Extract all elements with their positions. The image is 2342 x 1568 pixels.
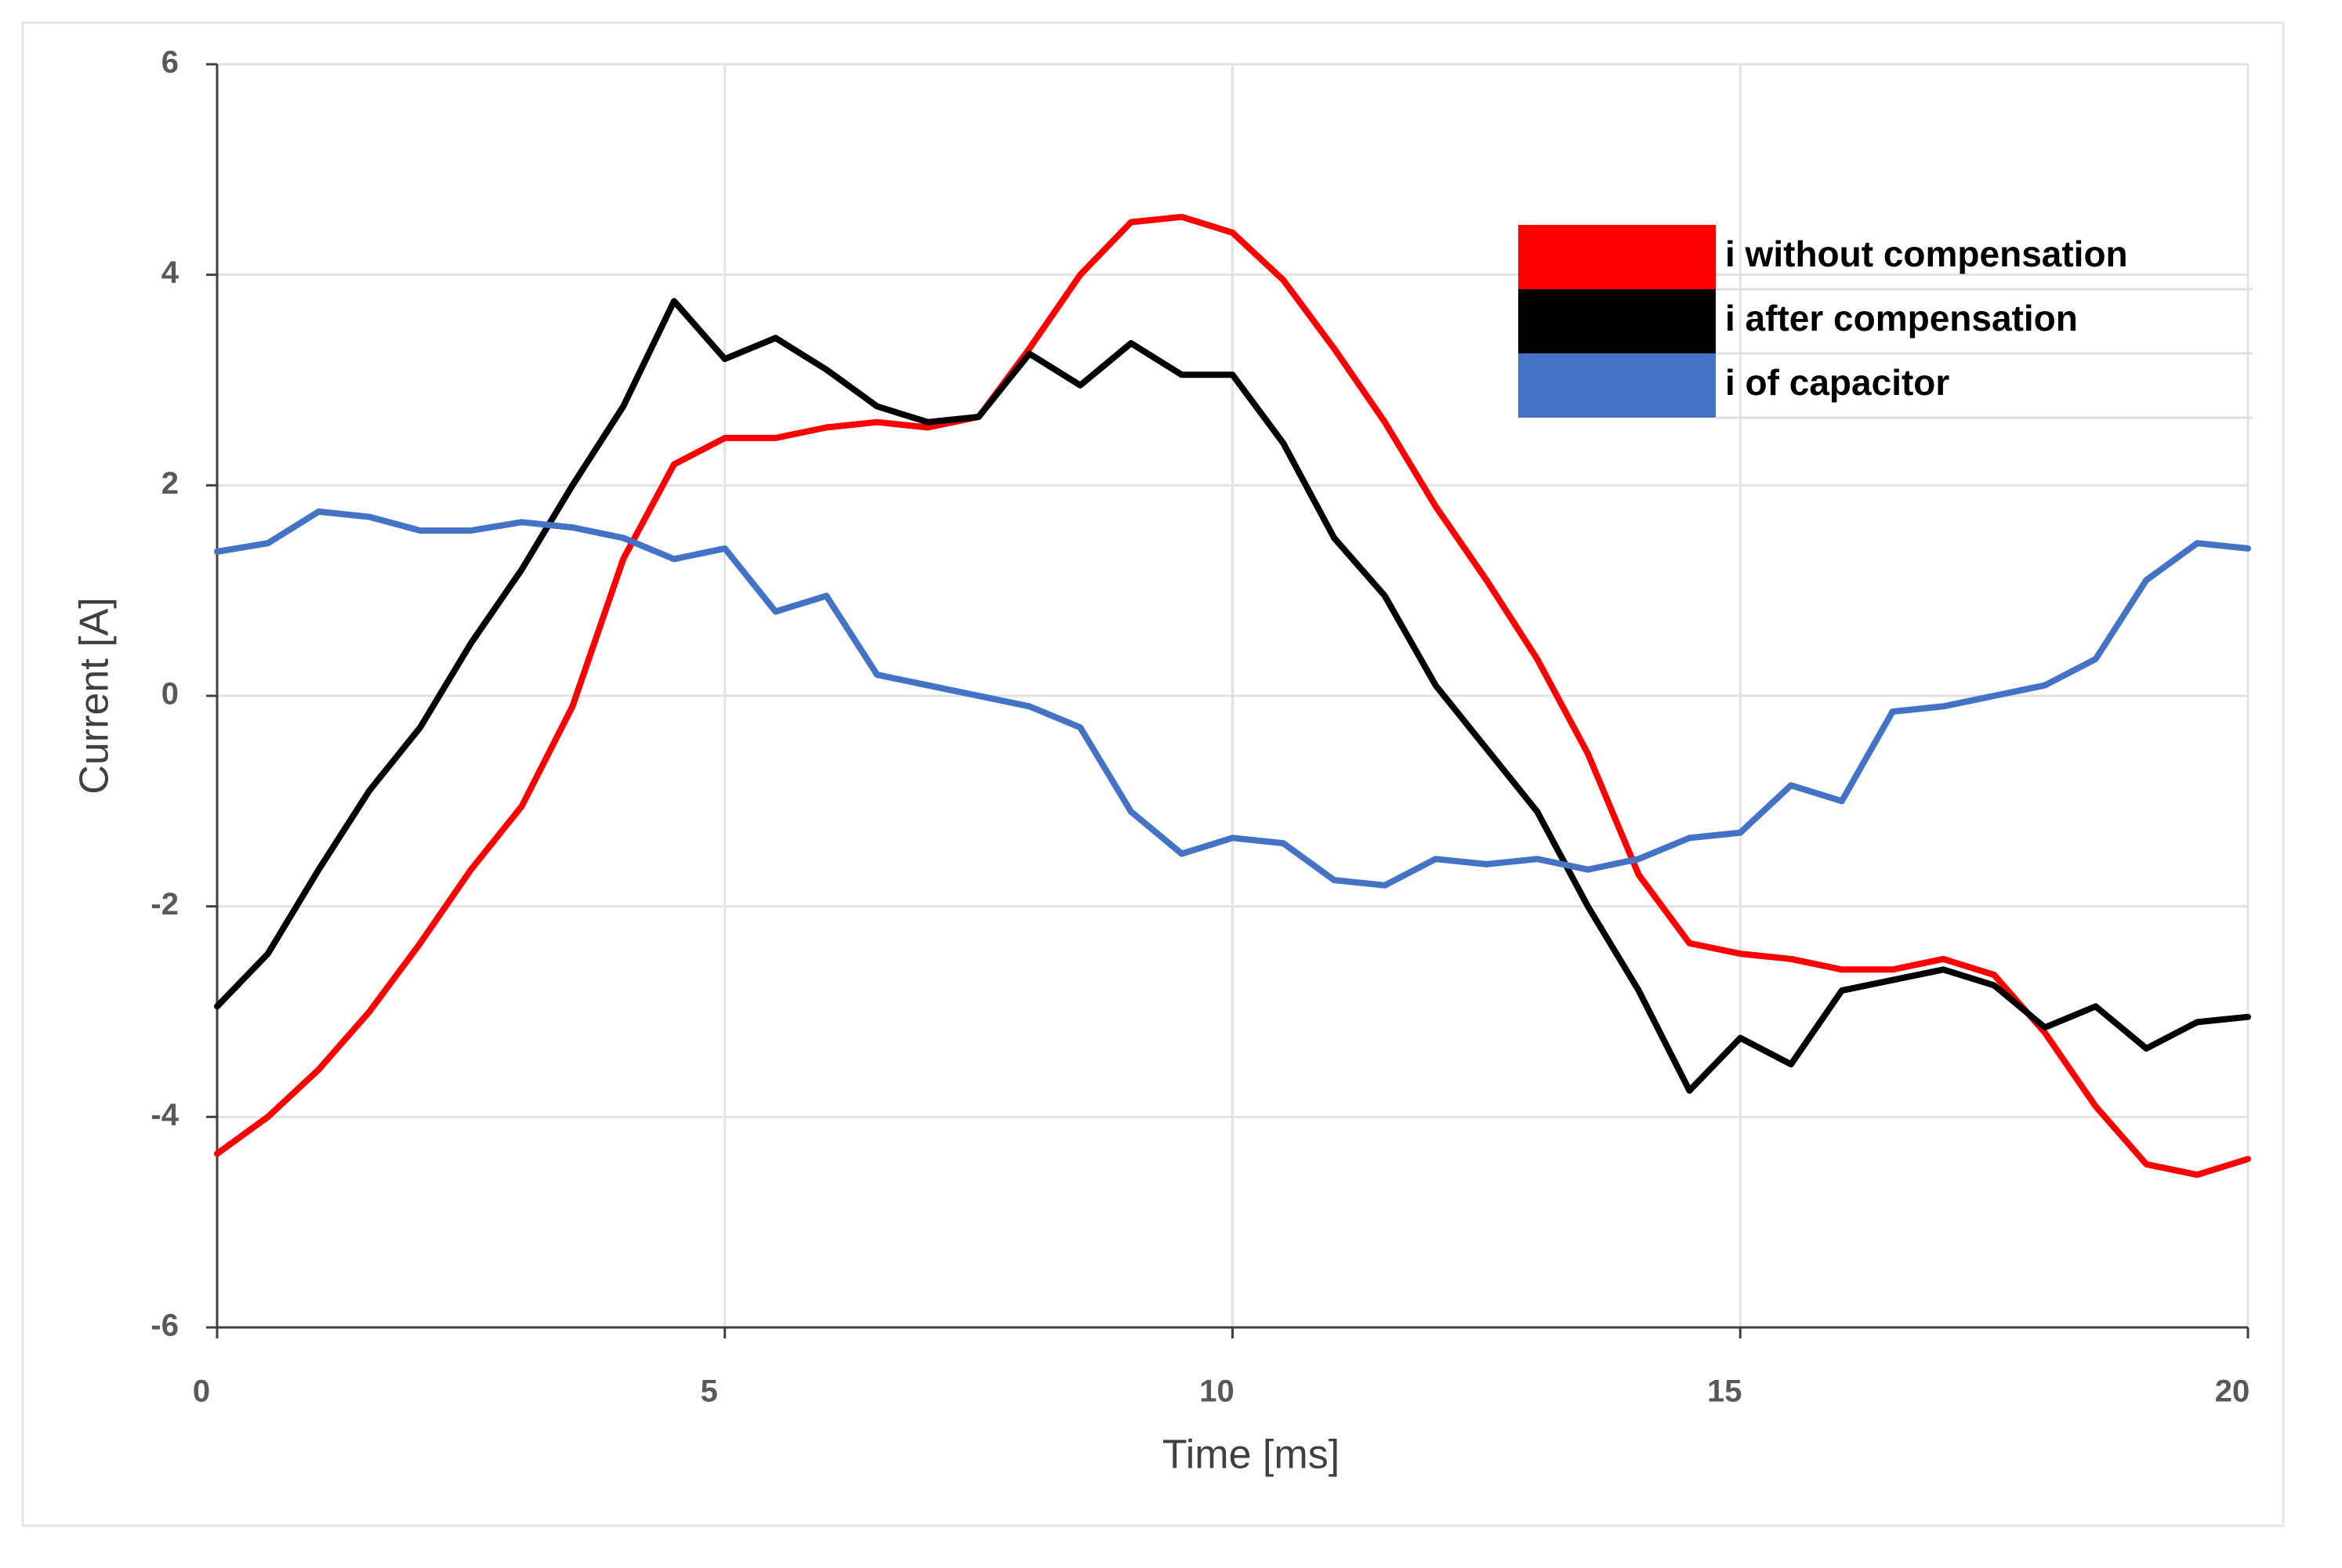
legend-label: i after compensation [1725, 298, 2078, 339]
x-axis-title: Time [ms] [1162, 1432, 1340, 1478]
x-tick-label: 15 [1707, 1374, 1742, 1409]
lines [214, 213, 2251, 1179]
y-axis-title: Current [A] [72, 597, 118, 794]
x-tick-label: 20 [2215, 1374, 2250, 1409]
legend-label: i of capacitor [1725, 362, 1949, 403]
x-tick-label: 5 [701, 1374, 718, 1409]
legend-swatch [1518, 225, 1716, 289]
y-tick-label: 4 [161, 255, 179, 290]
series-line [214, 213, 2251, 1179]
x-tick-label: 10 [1199, 1374, 1234, 1409]
legend-swatch [1518, 353, 1716, 418]
legend-label: i without compensation [1725, 234, 2128, 274]
y-tick-label: 2 [161, 466, 179, 501]
grid: -6 -4 -2 0 2 4 6 0 5 10 15 20 [150, 45, 2250, 1409]
y-tick-label: -2 [150, 887, 179, 922]
legend: i without compensation i after compensati… [1518, 225, 2253, 419]
legend-swatch [1518, 289, 1716, 353]
y-tick-label: 0 [161, 677, 179, 712]
y-tick-label: -6 [150, 1309, 179, 1343]
series-line [214, 298, 2251, 1094]
y-tick-label: -4 [150, 1098, 179, 1132]
series-line [214, 508, 2251, 889]
y-tick-label: 6 [161, 45, 179, 80]
figure-frame [21, 21, 2285, 1527]
x-tick-label: 0 [193, 1374, 210, 1409]
